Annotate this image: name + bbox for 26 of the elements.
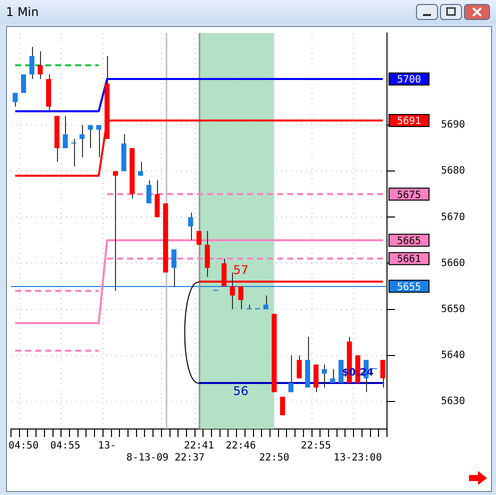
data-label: 5675 [396,190,422,201]
annotation: 56 [233,384,248,398]
x-tick-label: 22:50 [259,452,290,464]
data-label: 5700 [396,74,422,86]
chart-title: 1 Min [6,5,40,19]
y-tick-label: 5690 [441,120,466,131]
y-tick-label: 5640 [441,350,466,361]
y-tick-label: 5670 [441,212,466,223]
x-tick-label: 04:55 [50,440,80,452]
x-tick-label: 13- [98,440,116,452]
annotation: 57 [233,262,248,277]
x-tick-label: 22:46 [226,440,256,452]
x-tick-label: 13-23:00 [334,452,382,464]
x-tick-label: 04:50 [8,440,39,452]
data-label: 5661 [396,254,422,266]
y-tick-label: 5660 [441,258,466,269]
y-tick-label: 5680 [441,166,466,177]
y-tick-label: 5650 [441,304,466,315]
data-label: 5665 [396,236,422,247]
annotation: $0.24 [342,368,374,379]
x-tick-label: 22:55 [300,440,332,452]
ref-line-label: 5655 [396,282,422,293]
x-tick-label: 22:41 [184,440,214,452]
x-tick-label: 8-13-09 22:37 [126,452,205,464]
y-tick-label: 5630 [441,396,466,407]
data-label: 5691 [396,116,422,128]
